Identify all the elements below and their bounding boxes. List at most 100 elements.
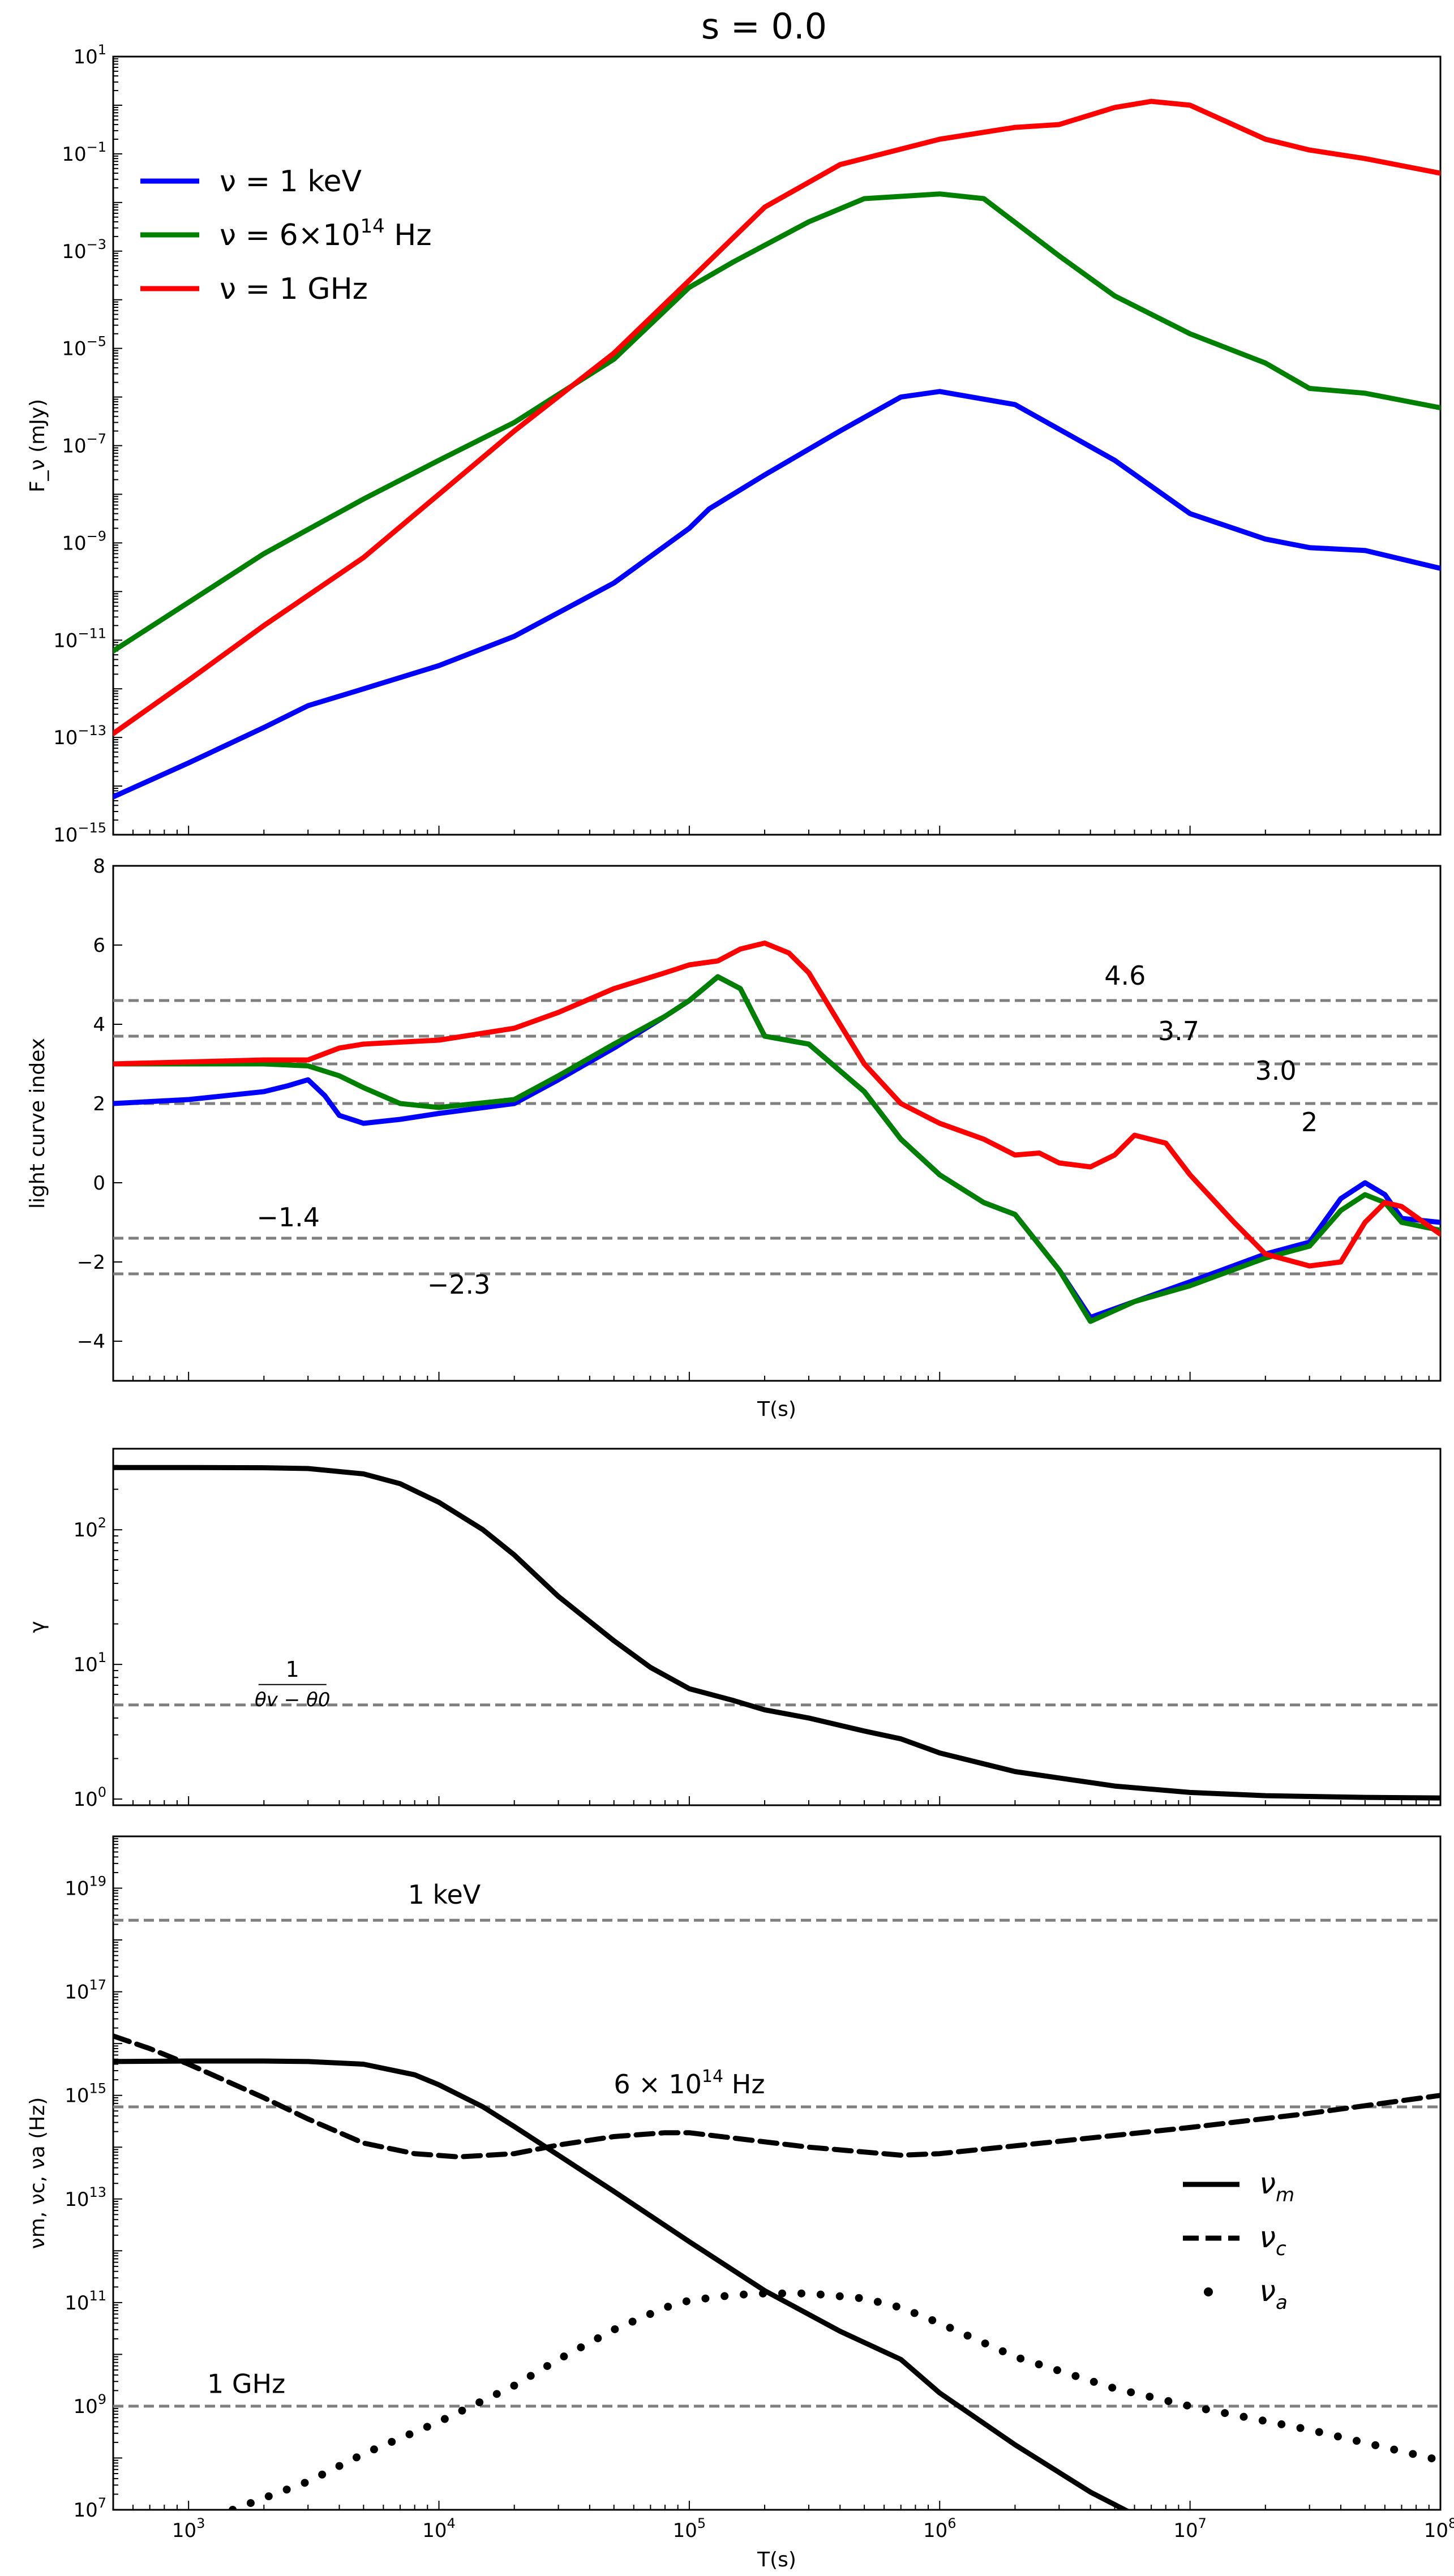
annotation: 6 × 1014 Hz [614, 2067, 765, 2100]
data-point [910, 2309, 919, 2317]
data-point [1090, 2377, 1098, 2386]
data-point [1164, 2397, 1173, 2405]
legend-label: ν = 1 GHz [220, 272, 368, 306]
annotation: 4.6 [1104, 960, 1146, 991]
x-tick-label: 103 [172, 2515, 205, 2542]
y-tick-label: 1013 [65, 2184, 106, 2211]
axes-frame [112, 1448, 1442, 1806]
legend: ν = 1 keV ν = 6×1014 Hz ν = 1 GHz [140, 165, 432, 306]
data-point [646, 2310, 654, 2319]
data-point [560, 2352, 568, 2361]
series-6-10-14-hz [113, 974, 1440, 1324]
data-point [475, 2398, 484, 2407]
y-tick-label: 101 [73, 42, 106, 68]
data-point [353, 2453, 361, 2462]
y-tick-label: 1015 [65, 2081, 106, 2107]
data-point [440, 2415, 449, 2423]
data-point [1427, 2454, 1436, 2463]
legend: νm νc νa [1183, 2167, 1294, 2314]
series-a [229, 2289, 1436, 2510]
data-point [594, 2334, 602, 2342]
data-point [611, 2325, 619, 2333]
data-point [492, 2390, 501, 2398]
data-point [628, 2317, 637, 2326]
y-tick-label: 0 [93, 1172, 105, 1195]
y-tick-label: 1011 [65, 2288, 106, 2315]
y-tick-label: 10−5 [62, 334, 106, 360]
data-point [835, 2292, 844, 2300]
data-point [1146, 2393, 1154, 2401]
annotation: −1.4 [256, 1202, 320, 1233]
data-point [740, 2290, 748, 2299]
data-point [855, 2294, 863, 2302]
data-point [1071, 2372, 1080, 2380]
data-point [1315, 2428, 1323, 2436]
y-tick-label: 6 [93, 934, 105, 957]
data-point [458, 2406, 466, 2415]
annotation: 1 keV [408, 1879, 481, 1910]
data-point [1258, 2416, 1267, 2425]
annotation-denominator: θv − θ0 [255, 1689, 330, 1711]
data-point [1277, 2420, 1286, 2428]
y-tick-label: 2 [93, 1093, 105, 1115]
data-point [1183, 2401, 1191, 2410]
data-point [892, 2302, 900, 2311]
data-point [1221, 2409, 1229, 2418]
legend-label: ν = 6×1014 Hz [220, 215, 432, 252]
data-point [577, 2343, 585, 2351]
y-tick-label: −2 [77, 1251, 105, 1274]
data-point [1108, 2384, 1117, 2392]
data-point [701, 2294, 710, 2303]
y-axis-title: light curve index [26, 1038, 49, 1209]
data-point [1333, 2432, 1342, 2441]
data-point [928, 2316, 937, 2325]
annotation: 3.7 [1158, 1016, 1199, 1046]
data-point [797, 2289, 805, 2298]
y-tick-label: 109 [73, 2392, 106, 2418]
data-point [335, 2462, 344, 2470]
annotation: 2 [1301, 1107, 1318, 1137]
lorentz-factor-panel: 102 101 100 γ 1 θv − θ0 [26, 1448, 1442, 1811]
data-point [1296, 2424, 1305, 2432]
series-m [113, 2058, 1131, 2510]
x-axis-title: T(s) [757, 2548, 796, 2571]
data-point [816, 2290, 825, 2299]
y-tick-label: 102 [73, 1515, 106, 1542]
data-point [981, 2339, 989, 2348]
data-point [264, 2492, 273, 2501]
series-1-kev [113, 389, 1440, 800]
data-point [246, 2499, 255, 2508]
flux-panel: 101 10−1 10−3 10−5 10−7 10−9 10−11 10−13 10−15 F_… [26, 42, 1442, 847]
data-point [543, 2362, 551, 2370]
series-1-ghz [113, 941, 1440, 1269]
data-point [664, 2303, 672, 2311]
y-tick-label: −4 [77, 1330, 105, 1353]
annotation: −2.3 [427, 1269, 491, 1300]
data-point [1127, 2388, 1135, 2397]
data-point [229, 2506, 237, 2510]
y-tick-label: 10−1 [62, 139, 106, 166]
axes-frame [112, 1835, 1442, 2511]
x-tick-label: 104 [422, 2515, 456, 2542]
legend-label: ν = 1 keV [220, 165, 362, 199]
data-point [1409, 2450, 1417, 2458]
data-point [370, 2445, 378, 2454]
data-point [1371, 2441, 1380, 2449]
legend-label: νm [1259, 2167, 1294, 2206]
y-tick-label: 8 [93, 855, 105, 878]
characteristic-frequencies-panel: 1019 1017 1015 1013 1011 109 107 103 104 105 106 10… [26, 1835, 1454, 2571]
figure-title: s = 0.0 [701, 6, 827, 47]
data-point [388, 2437, 396, 2446]
data-point [526, 2372, 535, 2380]
data-point [963, 2332, 972, 2340]
annotation: 1 GHz [207, 2369, 285, 2399]
annotation: 3.0 [1255, 1055, 1297, 1086]
data-point [282, 2485, 291, 2494]
legend-swatch [1204, 2287, 1213, 2296]
data-point [1390, 2445, 1399, 2454]
y-tick-label: 1017 [65, 1977, 106, 2004]
data-point [1239, 2412, 1248, 2421]
data-point [301, 2479, 309, 2487]
